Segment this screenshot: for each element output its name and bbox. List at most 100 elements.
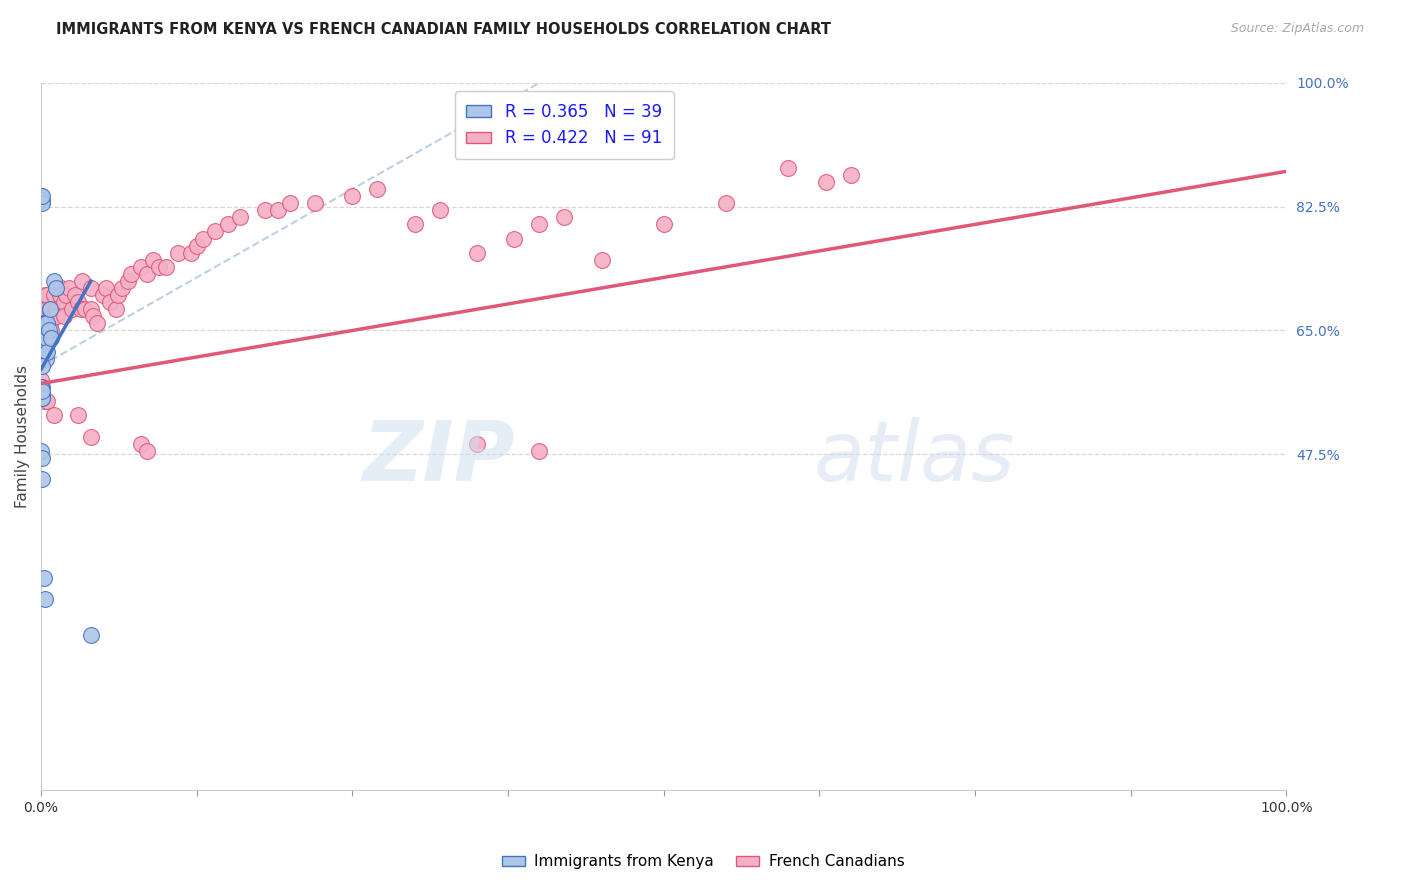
- Point: [31, 359, 53, 373]
- Point: [86, 317, 108, 331]
- Point: [93, 288, 115, 302]
- Point: [35, 302, 58, 317]
- Point: [591, 252, 613, 267]
- Text: Source: ZipAtlas.com: Source: ZipAtlas.com: [1230, 22, 1364, 36]
- Point: [42, 274, 65, 288]
- Point: [186, 238, 208, 252]
- Point: [30, 330, 52, 344]
- Point: [35, 320, 58, 334]
- Point: [39, 310, 62, 324]
- Point: [32, 330, 55, 344]
- Point: [32, 334, 55, 348]
- Point: [49, 288, 72, 302]
- Point: [31, 380, 53, 394]
- Point: [191, 231, 214, 245]
- Point: [155, 260, 177, 274]
- Point: [34, 323, 56, 337]
- Point: [94, 281, 117, 295]
- Point: [778, 161, 800, 175]
- Point: [30, 443, 52, 458]
- Point: [404, 218, 426, 232]
- Point: [34, 592, 56, 607]
- Point: [80, 429, 103, 443]
- Point: [35, 330, 58, 344]
- Point: [32, 320, 55, 334]
- Point: [34, 334, 56, 348]
- Point: [82, 310, 104, 324]
- Point: [104, 302, 127, 317]
- Point: [38, 302, 60, 317]
- Point: [34, 337, 56, 351]
- Point: [34, 317, 56, 331]
- Point: [120, 267, 142, 281]
- Point: [31, 472, 53, 486]
- Point: [34, 310, 56, 324]
- Point: [35, 330, 58, 344]
- Point: [60, 302, 83, 317]
- Point: [45, 302, 67, 317]
- Point: [31, 193, 53, 207]
- Point: [52, 295, 75, 310]
- Point: [465, 245, 488, 260]
- Point: [39, 323, 62, 337]
- Point: [204, 224, 226, 238]
- Text: atlas: atlas: [813, 417, 1015, 499]
- Point: [529, 218, 551, 232]
- Point: [30, 373, 52, 387]
- Point: [32, 571, 55, 585]
- Point: [63, 288, 86, 302]
- Text: ZIP: ZIP: [361, 417, 515, 499]
- Point: [38, 330, 60, 344]
- Text: IMMIGRANTS FROM KENYA VS FRENCH CANADIAN FAMILY HOUSEHOLDS CORRELATION CHART: IMMIGRANTS FROM KENYA VS FRENCH CANADIAN…: [56, 22, 831, 37]
- Point: [67, 295, 90, 310]
- Point: [31, 317, 53, 331]
- Point: [32, 310, 55, 324]
- Point: [366, 182, 388, 196]
- Point: [80, 302, 103, 317]
- Point: [70, 302, 93, 317]
- Point: [38, 323, 60, 337]
- Point: [37, 344, 59, 359]
- Point: [254, 203, 277, 218]
- Point: [129, 436, 152, 450]
- Legend: Immigrants from Kenya, French Canadians: Immigrants from Kenya, French Canadians: [495, 848, 911, 875]
- Point: [58, 281, 80, 295]
- Point: [38, 317, 60, 331]
- Point: [32, 317, 55, 331]
- Point: [107, 288, 129, 302]
- Point: [80, 627, 103, 641]
- Point: [30, 189, 52, 203]
- Point: [73, 302, 96, 317]
- Point: [37, 394, 59, 409]
- Point: [304, 196, 326, 211]
- Point: [35, 317, 58, 331]
- Point: [117, 274, 139, 288]
- Point: [52, 310, 75, 324]
- Point: [31, 387, 53, 401]
- Point: [129, 260, 152, 274]
- Point: [136, 443, 159, 458]
- Point: [142, 252, 165, 267]
- Legend: R = 0.365   N = 39, R = 0.422   N = 91: R = 0.365 N = 39, R = 0.422 N = 91: [454, 91, 673, 159]
- Point: [839, 168, 862, 182]
- Point: [34, 323, 56, 337]
- Point: [37, 317, 59, 331]
- Point: [35, 351, 58, 366]
- Point: [111, 281, 134, 295]
- Point: [70, 274, 93, 288]
- Point: [167, 245, 190, 260]
- Point: [42, 310, 65, 324]
- Point: [42, 409, 65, 423]
- Point: [32, 330, 55, 344]
- Y-axis label: Family Households: Family Households: [15, 365, 30, 508]
- Point: [529, 443, 551, 458]
- Point: [98, 295, 121, 310]
- Point: [38, 302, 60, 317]
- Point: [465, 436, 488, 450]
- Point: [31, 384, 53, 398]
- Point: [652, 218, 675, 232]
- Point: [32, 317, 55, 331]
- Point: [49, 281, 72, 295]
- Point: [34, 288, 56, 302]
- Point: [229, 211, 252, 225]
